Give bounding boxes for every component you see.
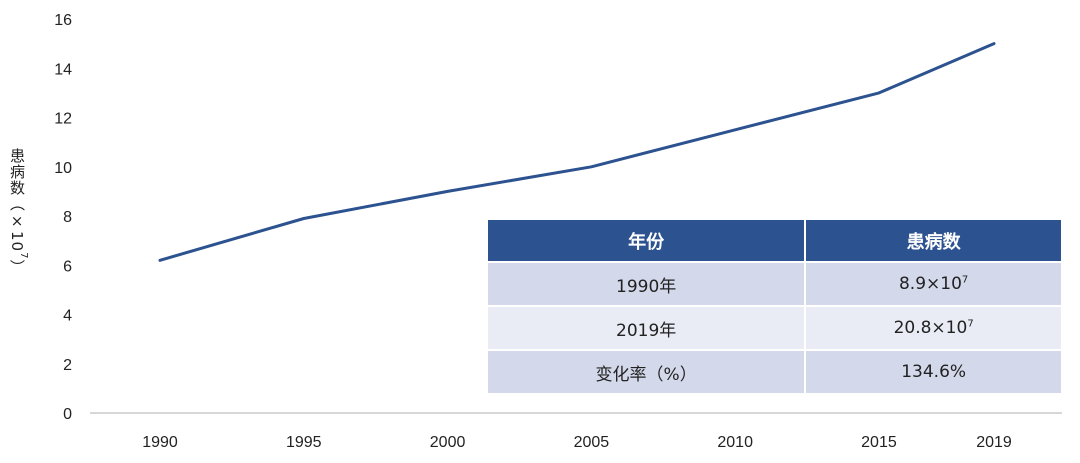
y-tick-label: 0: [63, 406, 72, 423]
y-tick-label: 4: [63, 308, 72, 325]
table-row: 变化率（%） 134.6%: [488, 349, 1061, 393]
y-tick-label: 2: [63, 357, 72, 374]
y-tick-label: 8: [63, 209, 72, 226]
x-tick-label: 2000: [430, 434, 466, 451]
table-header-row: 年份 患病数: [488, 220, 1061, 261]
cell-year: 2019年: [488, 305, 805, 349]
y-axis-label: 患病数（×107）: [8, 148, 29, 276]
y-tick-label: 12: [54, 111, 72, 128]
y-tick-labels: 0 2 4 6 8 10 12 14 16: [54, 12, 72, 423]
header-year: 年份: [488, 220, 805, 261]
x-tick-label: 1990: [142, 434, 178, 451]
y-tick-label: 10: [54, 160, 72, 177]
cell-count: 8.9×107: [804, 261, 1061, 305]
series-line: [158, 42, 996, 262]
cell-year: 1990年: [488, 261, 805, 305]
summary-table: 年份 患病数 1990年 8.9×107 2019年 20.8×107 变化率（…: [488, 220, 1061, 393]
cell-count: 20.8×107: [804, 305, 1061, 349]
x-tick-label: 2015: [861, 434, 897, 451]
cell-value: 134.6%: [804, 349, 1061, 393]
header-count: 患病数: [804, 220, 1061, 261]
x-tick-label: 2010: [717, 434, 753, 451]
y-tick-label: 14: [54, 61, 72, 78]
x-tick-label: 2019: [976, 434, 1012, 451]
series-lines: [158, 42, 996, 262]
table-row: 1990年 8.9×107: [488, 261, 1061, 305]
y-tick-label: 6: [63, 258, 72, 275]
y-tick-label: 16: [54, 12, 72, 29]
x-tick-labels: 1990 1995 2000 2005 2010 2015 2019: [142, 434, 1012, 451]
table-row: 2019年 20.8×107: [488, 305, 1061, 349]
x-tick-label: 2005: [574, 434, 610, 451]
x-tick-label: 1995: [286, 434, 322, 451]
cell-label: 变化率（%）: [488, 349, 805, 393]
